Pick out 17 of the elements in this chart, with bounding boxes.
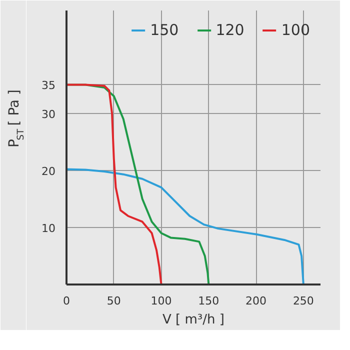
x-tick-label: 0 bbox=[63, 294, 70, 308]
x-axis-title: V [ m³/h ] bbox=[162, 312, 224, 328]
x-tick-label: 100 bbox=[150, 294, 172, 308]
legend-label: 100 bbox=[281, 21, 310, 39]
x-tick-label: 200 bbox=[246, 294, 267, 308]
y-tick-label: 35 bbox=[42, 79, 56, 92]
y-tick-label: 10 bbox=[42, 222, 56, 235]
legend-label: 120 bbox=[216, 21, 244, 39]
x-tick-label: 50 bbox=[106, 294, 121, 308]
x-tick-label: 150 bbox=[198, 294, 220, 308]
x-tick-label: 250 bbox=[292, 294, 314, 308]
y-axis-title: PST [ Pa ] bbox=[6, 89, 26, 148]
legend-label: 150 bbox=[150, 21, 179, 39]
line-series bbox=[66, 168, 304, 284]
y-tick-label: 30 bbox=[42, 108, 56, 121]
line-series bbox=[66, 84, 162, 284]
y-tick-label: 20 bbox=[42, 164, 56, 178]
